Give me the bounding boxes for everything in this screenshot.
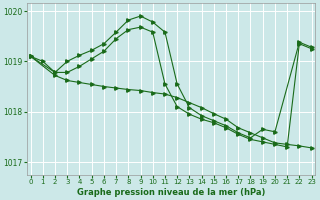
X-axis label: Graphe pression niveau de la mer (hPa): Graphe pression niveau de la mer (hPa) bbox=[77, 188, 265, 197]
